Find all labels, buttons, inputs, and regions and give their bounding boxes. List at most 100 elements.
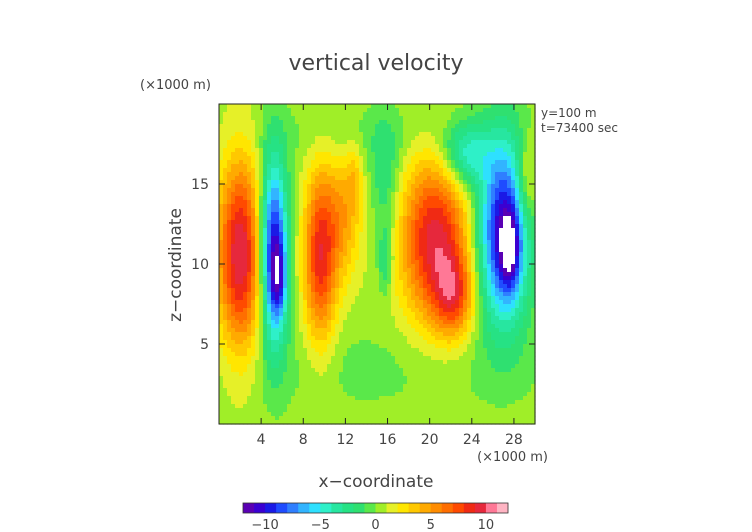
field-cell [227,256,232,261]
field-cell [351,308,356,313]
field-cell [515,220,520,225]
field-cell [275,212,280,217]
field-cell [311,216,316,221]
field-cell [363,336,368,341]
field-cell [343,168,348,173]
field-cell [447,128,452,133]
field-cell [355,252,360,257]
field-cell [503,140,508,145]
field-cell [487,208,492,213]
field-cell [283,168,288,173]
field-cell [367,336,372,341]
field-cell [415,264,420,269]
field-cell [399,184,404,189]
field-cell [467,212,472,217]
field-cell [499,164,504,169]
field-cell [523,184,528,189]
field-cell [351,280,356,285]
field-cell [311,240,316,245]
field-cell [295,112,300,117]
field-cell [443,280,448,285]
field-cell [479,272,484,277]
field-cell [299,160,304,165]
field-cell [467,116,472,121]
field-cell [503,180,508,185]
field-cell [399,312,404,317]
field-cell [527,228,532,233]
field-cell [531,308,536,313]
field-cell [315,304,320,309]
field-cell [223,320,228,325]
field-cell [491,208,496,213]
field-cell [503,240,508,245]
field-cell [451,312,456,317]
field-cell [283,292,288,297]
field-cell [443,256,448,261]
field-cell [307,204,312,209]
field-cell [523,204,528,209]
field-cell [507,228,512,233]
field-cell [411,260,416,265]
field-cell [255,144,260,149]
field-cell [391,116,396,121]
field-cell [395,184,400,189]
field-cell [287,292,292,297]
field-cell [495,348,500,353]
field-cell [299,316,304,321]
field-cell [447,336,452,341]
field-cell [311,348,316,353]
field-cell [511,216,516,221]
field-cell [239,304,244,309]
field-cell [523,260,528,265]
field-cell [491,284,496,289]
field-cell [283,224,288,229]
field-cell [531,192,536,197]
field-cell [227,120,232,125]
field-cell [355,288,360,293]
field-cell [267,176,272,181]
field-cell [327,160,332,165]
field-cell [243,304,248,309]
field-cell [251,220,256,225]
field-cell [387,148,392,153]
field-cell [319,272,324,277]
field-cell [227,344,232,349]
field-cell [267,336,272,341]
field-cell [479,132,484,137]
field-cell [387,228,392,233]
field-cell [271,308,276,313]
field-cell [415,176,420,181]
field-cell [359,168,364,173]
field-cell [279,136,284,141]
field-cell [263,228,268,233]
field-cell [439,164,444,169]
field-cell [399,332,404,337]
field-cell [475,112,480,117]
field-cell [375,108,380,113]
field-cell [483,240,488,245]
field-cell [383,296,388,301]
field-cell [239,316,244,321]
field-cell [255,136,260,141]
field-cell [427,348,432,353]
field-cell [363,328,368,333]
field-cell [423,156,428,161]
field-cell [475,144,480,149]
field-cell [383,236,388,241]
field-cell [291,260,296,265]
field-cell [367,256,372,261]
field-cell [463,120,468,125]
field-cell [531,352,536,357]
field-cell [463,204,468,209]
field-cell [275,328,280,333]
field-cell [359,212,364,217]
field-cell [443,296,448,301]
field-cell [411,160,416,165]
field-cell [403,168,408,173]
field-cell [371,252,376,257]
field-cell [355,244,360,249]
field-cell [355,172,360,177]
field-cell [371,168,376,173]
field-cell [227,332,232,337]
field-cell [527,120,532,125]
